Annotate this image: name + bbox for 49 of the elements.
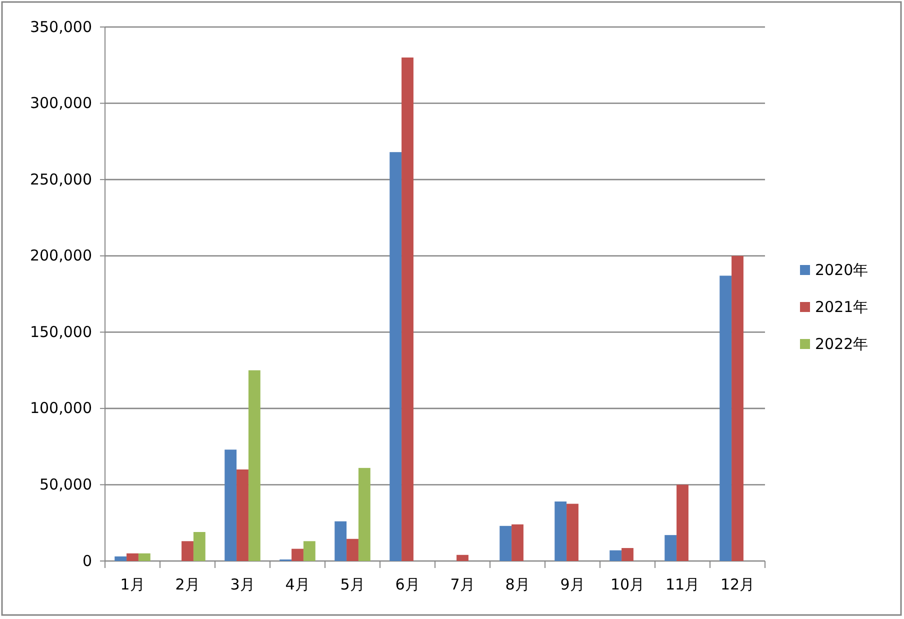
bar — [224, 450, 237, 561]
bar — [500, 526, 512, 561]
bar — [664, 535, 677, 561]
x-tick-label: 1月 — [120, 576, 145, 594]
bar — [610, 550, 622, 561]
bar — [292, 548, 304, 561]
bar — [248, 370, 260, 561]
x-tick-label: 4月 — [285, 576, 310, 594]
bar — [114, 556, 127, 561]
y-tick-label: 50,000 — [40, 476, 92, 494]
x-tick-label: 9月 — [560, 576, 585, 594]
legend-label: 2021年 — [815, 298, 868, 316]
y-tick-label: 150,000 — [30, 322, 92, 341]
y-tick-label: 350,000 — [30, 18, 92, 36]
y-tick-label: 0 — [82, 552, 92, 570]
y-tick-label: 300,000 — [30, 94, 92, 112]
y-tick-label: 100,000 — [30, 399, 92, 418]
bar — [346, 538, 358, 561]
bar — [303, 541, 316, 561]
bar — [182, 541, 194, 561]
y-tick-label: 200,000 — [30, 246, 92, 265]
bar — [358, 468, 370, 561]
bar — [390, 152, 402, 561]
bar — [622, 548, 634, 561]
x-tick-label: 2月 — [175, 576, 200, 594]
legend-label: 2022年 — [815, 335, 868, 353]
x-tick-label: 3月 — [230, 576, 255, 594]
legend-label: 2020年 — [815, 261, 868, 279]
bar — [456, 554, 468, 561]
bar — [126, 553, 138, 561]
bar — [554, 501, 567, 561]
x-tick-label: 8月 — [505, 576, 530, 594]
x-tick-label: 11月 — [665, 576, 700, 594]
bar — [334, 521, 347, 561]
bar — [732, 256, 744, 561]
x-tick-label: 10月 — [610, 576, 645, 594]
x-tick-label: 7月 — [450, 576, 475, 594]
bar — [676, 484, 688, 561]
x-tick-label: 12月 — [720, 576, 755, 594]
bar — [236, 469, 248, 561]
x-tick-label: 6月 — [395, 576, 420, 594]
bar — [402, 58, 414, 561]
bar — [193, 532, 206, 561]
bar — [566, 504, 578, 561]
x-tick-label: 5月 — [340, 576, 365, 594]
bar — [138, 553, 150, 561]
y-tick-label: 250,000 — [30, 170, 92, 188]
bar — [512, 524, 524, 561]
bar — [720, 276, 732, 561]
